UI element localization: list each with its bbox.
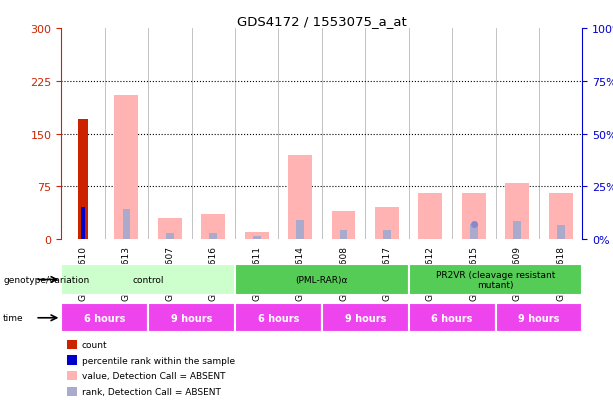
Text: 6 hours: 6 hours: [432, 313, 473, 323]
Bar: [210, 233, 217, 240]
Bar: [375, 208, 399, 240]
Bar: [340, 230, 348, 240]
Bar: [409, 264, 582, 295]
Bar: [495, 304, 582, 332]
Bar: [288, 155, 312, 240]
Text: 6 hours: 6 hours: [257, 313, 299, 323]
Bar: [166, 234, 173, 240]
Text: control: control: [132, 275, 164, 284]
Text: 6 hours: 6 hours: [84, 313, 126, 323]
Text: percentile rank within the sample: percentile rank within the sample: [82, 356, 235, 365]
Text: (PML-RAR)α: (PML-RAR)α: [295, 275, 348, 284]
Text: 9 hours: 9 hours: [345, 313, 386, 323]
Bar: [61, 264, 235, 295]
Bar: [419, 194, 443, 240]
Text: 9 hours: 9 hours: [518, 313, 560, 323]
Bar: [513, 221, 521, 240]
Bar: [245, 233, 268, 240]
Title: GDS4172 / 1553075_a_at: GDS4172 / 1553075_a_at: [237, 15, 406, 28]
Bar: [409, 304, 495, 332]
Text: genotype/variation: genotype/variation: [3, 275, 89, 284]
Text: count: count: [82, 340, 107, 349]
Bar: [462, 194, 485, 240]
Bar: [383, 230, 391, 240]
Text: PR2VR (cleavage resistant
mutant): PR2VR (cleavage resistant mutant): [436, 270, 555, 290]
Text: time: time: [3, 313, 24, 323]
Bar: [296, 221, 304, 240]
Text: rank, Detection Call = ABSENT: rank, Detection Call = ABSENT: [82, 387, 221, 396]
Bar: [123, 209, 131, 240]
Bar: [81, 207, 85, 240]
Bar: [253, 237, 261, 240]
Bar: [549, 194, 573, 240]
Bar: [201, 215, 225, 240]
Bar: [505, 183, 529, 240]
Bar: [61, 304, 148, 332]
Bar: [115, 96, 139, 240]
Bar: [332, 211, 356, 240]
Bar: [235, 264, 409, 295]
Bar: [148, 304, 235, 332]
Bar: [235, 304, 322, 332]
Text: 9 hours: 9 hours: [171, 313, 212, 323]
Bar: [322, 304, 409, 332]
Bar: [470, 224, 478, 240]
Bar: [557, 225, 565, 240]
Bar: [78, 120, 88, 240]
Bar: [158, 218, 182, 240]
Text: value, Detection Call = ABSENT: value, Detection Call = ABSENT: [82, 371, 225, 380]
